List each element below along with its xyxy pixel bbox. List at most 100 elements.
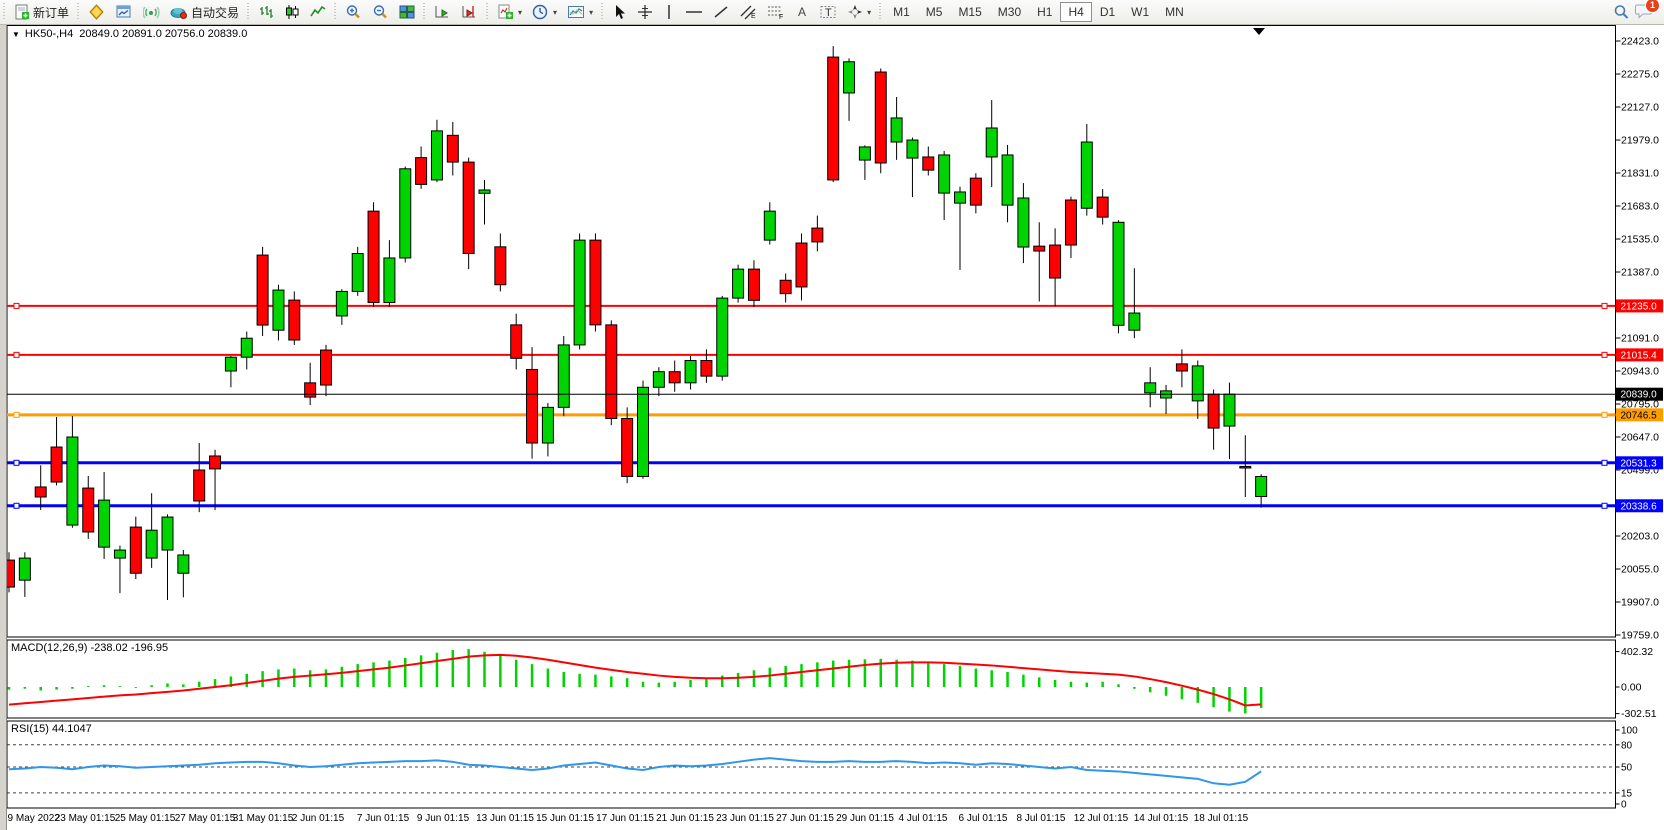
text-tool-button[interactable]: A: [790, 0, 814, 24]
svg-text:21091.0: 21091.0: [1621, 333, 1659, 345]
templates-button[interactable]: ▾: [562, 0, 598, 24]
chart-shift-marker-icon[interactable]: [1253, 28, 1265, 35]
timeframe-D1[interactable]: D1: [1099, 5, 1116, 19]
label-icon: T: [820, 6, 836, 19]
timeframe-W1[interactable]: W1: [1131, 5, 1150, 19]
market-watch-button[interactable]: [83, 0, 110, 24]
svg-text:13 Jun 01:15: 13 Jun 01:15: [476, 813, 534, 824]
chart-shift-button[interactable]: [456, 0, 483, 24]
vertical-line-tool-button[interactable]: [658, 0, 680, 24]
svg-text:21387.0: 21387.0: [1621, 267, 1659, 279]
bar-chart-mode-button[interactable]: [253, 0, 279, 24]
svg-text:T: T: [825, 7, 832, 19]
panel-frames: [6, 25, 1616, 809]
toolbar-grip: [245, 3, 253, 21]
svg-text:31 May 01:15: 31 May 01:15: [233, 813, 294, 824]
label-tool-button[interactable]: T: [814, 0, 842, 24]
periods-icon: [532, 4, 548, 20]
svg-text:9 Jun 01:15: 9 Jun 01:15: [417, 813, 470, 824]
auto-trading-icon: [170, 8, 188, 19]
collapse-triangle-icon[interactable]: ▼: [12, 30, 20, 39]
svg-text:21979.0: 21979.0: [1621, 135, 1659, 147]
notification-badge: 1: [1645, 0, 1660, 13]
dropdown-caret-icon: ▾: [589, 7, 594, 17]
candlestick-chart-icon: [286, 5, 299, 19]
chat-button[interactable]: 1: [1635, 0, 1660, 22]
timeframe-MN[interactable]: MN: [1165, 5, 1184, 19]
crosshair-icon: [638, 5, 653, 19]
new-order-button[interactable]: 新订单: [9, 0, 74, 24]
svg-text:25 May 01:15: 25 May 01:15: [115, 813, 176, 824]
trendline-tool-button[interactable]: [708, 0, 734, 24]
svg-text:F: F: [779, 14, 783, 20]
tile-windows-button[interactable]: [394, 0, 420, 24]
price-axis[interactable]: 22423.0 22275.0 22127.0 21979.0 21831.0 21683…: [1615, 36, 1660, 642]
crosshair-tool-button[interactable]: [632, 0, 658, 24]
new-order-label: 新订单: [33, 5, 70, 20]
arrows-icon: [848, 5, 863, 19]
candlestick-mode-button[interactable]: [279, 0, 305, 24]
zoom-in-icon: [346, 5, 360, 19]
svg-text:19759.0: 19759.0: [1621, 630, 1659, 642]
svg-text:22423.0: 22423.0: [1621, 36, 1659, 48]
search-button[interactable]: [1608, 0, 1635, 24]
chart-title: ▼ HK50-,H4 20849.0 20891.0 20756.0 20839.0: [12, 28, 250, 40]
toolbar: 新订单 自动交易: [0, 0, 1664, 25]
svg-text:20055.0: 20055.0: [1621, 564, 1659, 576]
svg-text:A: A: [798, 5, 806, 19]
timeframe-H1[interactable]: H1: [1037, 5, 1053, 19]
horizontal-line-icon: [686, 11, 703, 13]
auto-trading-label: 自动交易: [191, 5, 240, 20]
zoom-in-button[interactable]: [340, 0, 367, 24]
svg-text:17 Jun 01:15: 17 Jun 01:15: [596, 813, 654, 824]
signals-button[interactable]: [138, 0, 165, 24]
equidistant-channel-tool-button[interactable]: E: [734, 0, 762, 24]
svg-text:23 May 01:15: 23 May 01:15: [55, 813, 116, 824]
fibonacci-tool-button[interactable]: F: [762, 0, 790, 24]
svg-text:0: 0: [1621, 800, 1627, 811]
rsi-line: [8, 757, 1262, 786]
bar-close-value: 20839.0: [207, 28, 248, 40]
horizontal-lines[interactable]: [7, 302, 1616, 509]
timeframe-M1[interactable]: M1: [893, 5, 910, 19]
timeframe-H4[interactable]: H4: [1060, 2, 1092, 22]
svg-text:15 Jun 01:15: 15 Jun 01:15: [536, 813, 594, 824]
dropdown-caret-icon: ▾: [518, 7, 523, 17]
periods-button[interactable]: ▾: [527, 0, 562, 24]
vertical-line-icon: [668, 5, 670, 19]
svg-text:20839.0: 20839.0: [1621, 390, 1658, 401]
svg-text:7 Jun 01:15: 7 Jun 01:15: [357, 813, 410, 824]
indicators-button[interactable]: ▾: [492, 0, 527, 24]
rsi-indicator-label: RSI(15) 44.1047: [11, 723, 92, 735]
svg-text:20531.3: 20531.3: [1621, 458, 1658, 469]
search-icon: [1614, 5, 1629, 19]
rsi-panel: 100 80 50 150: [7, 726, 1638, 811]
auto-scroll-button[interactable]: [429, 0, 456, 24]
timeframe-M5[interactable]: M5: [925, 5, 943, 19]
cursor-icon: [616, 5, 626, 19]
charts-window-button[interactable]: [110, 0, 138, 24]
horizontal-line-tool-button[interactable]: [680, 0, 708, 24]
chart-shift-icon: [462, 6, 476, 18]
indicators-icon: [498, 4, 514, 19]
timeframe-M30[interactable]: M30: [997, 5, 1022, 19]
toolbar-grip: [75, 3, 83, 21]
cursor-tool-button[interactable]: [607, 0, 632, 24]
zoom-out-button[interactable]: [367, 0, 394, 24]
window-left-edge: [0, 24, 7, 830]
line-chart-mode-button[interactable]: [305, 0, 331, 24]
arrows-tool-button[interactable]: ▾: [842, 0, 876, 24]
new-order-icon: [15, 4, 29, 20]
bar-chart-icon: [260, 6, 274, 18]
svg-text:21683.0: 21683.0: [1621, 201, 1659, 213]
timeframe-M15[interactable]: M15: [958, 5, 982, 19]
svg-text:12 Jul 01:15: 12 Jul 01:15: [1074, 813, 1129, 824]
svg-text:29 Jun 01:15: 29 Jun 01:15: [836, 813, 894, 824]
svg-text:19907.0: 19907.0: [1621, 597, 1659, 609]
symbol-period-label: HK50-,H4: [24, 28, 74, 40]
trendline-icon: [714, 6, 728, 18]
auto-trading-button[interactable]: 自动交易: [165, 0, 244, 24]
